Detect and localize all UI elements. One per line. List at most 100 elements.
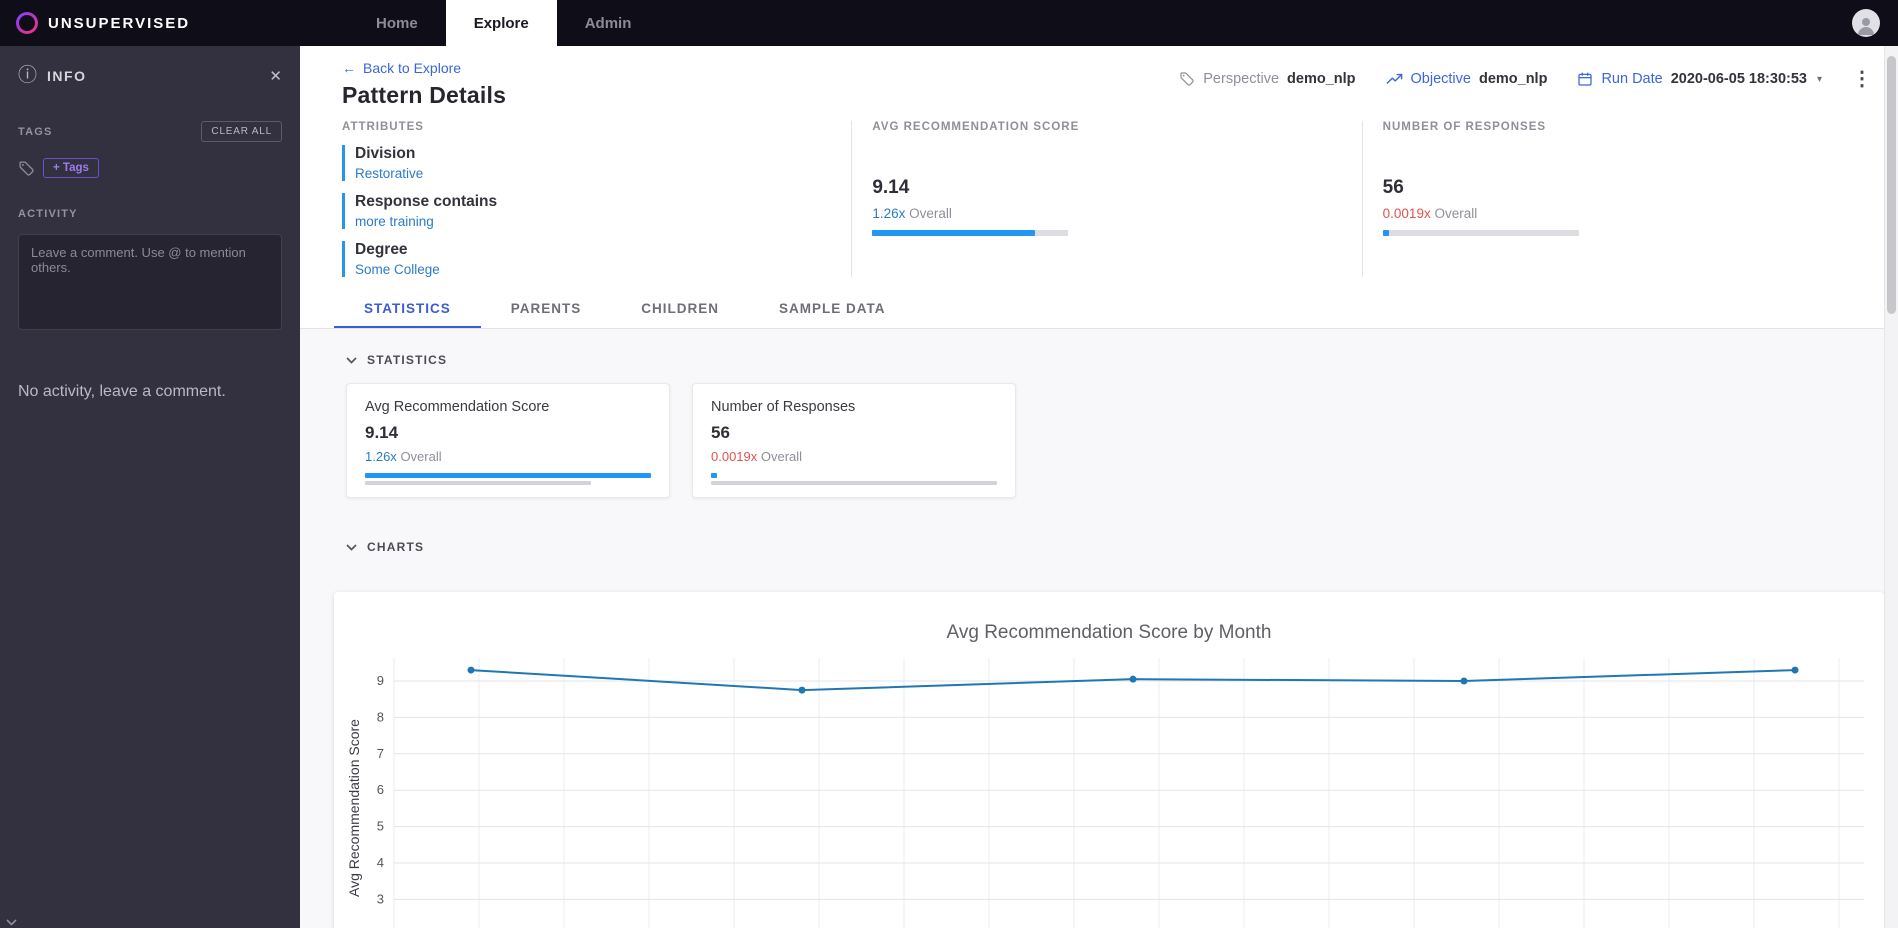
page-content: ⓘ INFO ✕ TAGS CLEAR ALL + Tags ACTIVITY … <box>0 46 1898 928</box>
tags-label: TAGS <box>18 125 53 138</box>
nav-item-explore[interactable]: Explore <box>445 0 557 46</box>
vertical-scrollbar[interactable] <box>1884 46 1898 928</box>
stat-card-avg-score: Avg Recommendation Score 9.14 1.26x Over… <box>346 383 670 498</box>
back-link-label: Back to Explore <box>363 60 462 76</box>
run-date-label: Run Date <box>1601 71 1663 87</box>
perspective-value: demo_nlp <box>1287 71 1356 87</box>
ratio-suffix: Overall <box>400 449 442 464</box>
attributes-column: ATTRIBUTES Division Restorative Response… <box>342 121 851 277</box>
avg-score-bar-fill <box>872 230 1035 236</box>
charts-section-header[interactable]: CHARTS <box>300 498 1898 570</box>
card-bars <box>711 473 997 485</box>
page-header-meta: Perspective demo_nlp Objective demo_nlp <box>1179 69 1872 89</box>
ratio-number: 1.26x <box>872 206 906 221</box>
sidebar-header: ⓘ INFO ✕ <box>18 66 282 85</box>
add-tags-chip[interactable]: + Tags <box>43 158 99 178</box>
calendar-icon <box>1578 72 1593 86</box>
tab-sample-data[interactable]: SAMPLE DATA <box>779 301 886 316</box>
scrollbar-thumb[interactable] <box>1887 56 1896 314</box>
page-title: Pattern Details <box>342 82 507 108</box>
svg-text:6: 6 <box>377 782 384 797</box>
user-avatar[interactable] <box>1852 9 1880 37</box>
chevron-down-icon <box>346 543 357 551</box>
chevron-down-icon: ▾ <box>1816 73 1822 85</box>
attribute-item: Division Restorative <box>342 145 831 181</box>
card-title: Avg Recommendation Score <box>365 399 550 415</box>
brand: UNSUPERVISED <box>0 0 198 46</box>
top-navbar: UNSUPERVISED Home Explore Admin <box>0 0 1898 46</box>
responses-bar-fill <box>1382 230 1389 236</box>
comment-input[interactable] <box>18 234 282 330</box>
main-panel: ← Back to Explore Pattern Details Perspe… <box>300 46 1898 928</box>
responses-value: 56 <box>1382 177 1404 198</box>
close-icon[interactable]: ✕ <box>269 67 282 85</box>
objective-value: demo_nlp <box>1478 71 1548 87</box>
page-header-left: ← Back to Explore Pattern Details <box>342 60 506 109</box>
avg-score-bar <box>872 230 1069 236</box>
info-icon: ⓘ <box>18 65 38 86</box>
svg-text:5: 5 <box>377 819 384 834</box>
responses-label: NUMBER OF RESPONSES <box>1382 121 1547 133</box>
overall-bar <box>365 481 591 485</box>
nav-item-home[interactable]: Home <box>376 14 418 32</box>
nav-item-admin[interactable]: Admin <box>584 14 632 32</box>
avg-score-column: AVG RECOMMENDATION SCORE 9.14 1.26x Over… <box>851 121 1361 277</box>
statistics-section-header[interactable]: STATISTICS <box>300 329 1898 383</box>
tag-icon <box>19 160 34 176</box>
ratio-suffix: Overall <box>760 449 803 464</box>
attribute-name: Degree <box>355 241 408 258</box>
main-nav: Home Explore Admin <box>348 0 659 46</box>
responses-bar <box>1382 230 1579 236</box>
perspective-label: Perspective <box>1203 71 1280 87</box>
avg-score-ratio: 1.26x Overall <box>872 206 1361 221</box>
chevron-down-icon <box>346 356 357 364</box>
detail-tabs: STATISTICS PARENTS CHILDREN SAMPLE DATA <box>300 289 1898 329</box>
ratio-suffix: Overall <box>909 206 952 221</box>
run-date-selector[interactable]: Run Date 2020-06-05 18:30:53 ▾ <box>1577 71 1822 87</box>
tab-parents[interactable]: PARENTS <box>510 301 582 316</box>
card-ratio: 0.0019x Overall <box>711 449 997 464</box>
brand-logo-icon <box>16 12 38 34</box>
scroll-down-chevron-icon <box>6 919 17 926</box>
run-date-value: 2020-06-05 18:30:53 <box>1670 71 1807 87</box>
tag-icon <box>1180 72 1194 86</box>
responses-ratio: 0.0019x Overall <box>1383 206 1872 221</box>
brand-name: UNSUPERVISED <box>48 14 191 32</box>
person-icon <box>1858 18 1874 35</box>
trending-up-icon <box>1386 73 1402 84</box>
svg-text:3: 3 <box>377 891 384 906</box>
attribute-value: Restorative <box>355 166 424 181</box>
page-header: ← Back to Explore Pattern Details Perspe… <box>300 46 1898 109</box>
stat-cards-row: Avg Recommendation Score 9.14 1.26x Over… <box>300 383 1898 498</box>
ratio-number: 0.0019x <box>1382 206 1431 221</box>
statistics-section-title: STATISTICS <box>367 353 448 367</box>
card-ratio: 1.26x Overall <box>365 449 651 464</box>
attribute-value: more training <box>355 214 434 229</box>
svg-text:7: 7 <box>377 746 384 761</box>
attribute-name: Response contains <box>355 193 498 210</box>
card-title: Number of Responses <box>711 399 856 415</box>
more-options-kebab-icon[interactable]: ⋮ <box>1852 68 1872 90</box>
objective-label: Objective <box>1410 71 1471 87</box>
chart-y-axis-label: Avg Recommendation Score <box>346 719 362 897</box>
back-arrow-icon: ← <box>342 60 356 76</box>
tab-content: STATISTICS Avg Recommendation Score 9.14… <box>300 329 1898 928</box>
avg-score-value: 9.14 <box>872 177 910 198</box>
card-value: 9.14 <box>365 423 399 442</box>
attribute-item: Response contains more training <box>342 193 831 229</box>
ratio-number: 1.26x <box>365 449 397 464</box>
summary-strip: ATTRIBUTES Division Restorative Response… <box>300 109 1898 289</box>
clear-all-button[interactable]: CLEAR ALL <box>201 121 282 142</box>
chart-title: Avg Recommendation Score by Month <box>946 622 1272 643</box>
objective-meta[interactable]: Objective demo_nlp <box>1386 71 1548 88</box>
tab-children[interactable]: CHILDREN <box>641 301 720 316</box>
perspective-meta: Perspective demo_nlp <box>1179 71 1356 87</box>
tab-statistics[interactable]: STATISTICS <box>334 289 481 328</box>
attribute-item: Degree Some College <box>342 241 831 277</box>
charts-section-title: CHARTS <box>367 540 425 554</box>
attributes-label: ATTRIBUTES <box>342 121 424 133</box>
info-sidebar: ⓘ INFO ✕ TAGS CLEAR ALL + Tags ACTIVITY … <box>0 46 300 928</box>
avg-score-label: AVG RECOMMENDATION SCORE <box>872 121 1080 133</box>
back-to-explore-link[interactable]: ← Back to Explore <box>342 60 506 76</box>
card-value: 56 <box>711 423 730 442</box>
